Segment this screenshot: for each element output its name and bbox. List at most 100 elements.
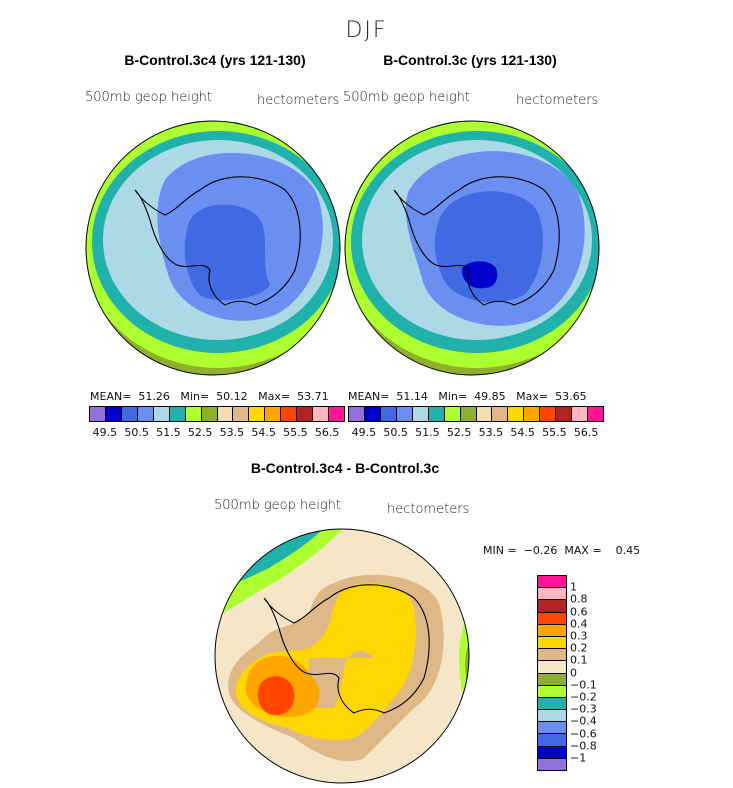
panel3-colorbar: [537, 575, 567, 771]
colorbar-tick-label: −0.8: [570, 739, 597, 753]
colorbar-swatch: [508, 407, 525, 421]
colorbar-swatch: [281, 407, 298, 421]
colorbar-swatch: [428, 407, 445, 421]
panel3-max-label: MAX =: [564, 544, 602, 557]
colorbar-tick-label: 55.5: [283, 426, 308, 439]
colorbar-tick-label: 0.3: [570, 629, 588, 643]
colorbar-swatch: [364, 407, 381, 421]
colorbar-swatch: [524, 407, 541, 421]
colorbar-tick-label: 0.8: [570, 592, 588, 606]
panel1-mean-label: MEAN=: [90, 390, 132, 403]
panel2-units: hectometers: [516, 93, 599, 108]
colorbar-swatch: [538, 661, 566, 674]
colorbar-tick-label: 53.5: [478, 426, 504, 439]
colorbar-swatch: [121, 407, 138, 421]
panel3-units: hectometers: [387, 502, 470, 517]
colorbar-swatch: [265, 407, 282, 421]
colorbar-swatch: [538, 624, 566, 637]
colorbar-tick-label: −0.2: [570, 690, 597, 704]
colorbar-swatch: [297, 407, 314, 421]
colorbar-tick-label: −0.3: [570, 702, 597, 716]
panel3-stats: MIN = −0.26 MAX = 0.45: [483, 544, 640, 557]
panel1-colorbar-ticks: 49.5 50.5 51.5 52.5 53.5 54.5 55.5 56.5: [89, 426, 345, 440]
panel1-max-label: Max=: [258, 390, 291, 403]
colorbar-tick-label: 55.5: [542, 426, 567, 439]
colorbar-tick-label: 0.4: [570, 617, 588, 631]
panel1-title: B-Control.3c4 (yrs 121-130): [124, 52, 306, 68]
colorbar-tick-label: 53.5: [219, 426, 245, 439]
colorbar-swatch: [538, 588, 566, 601]
colorbar-tick-label: 50.5: [383, 426, 408, 439]
colorbar-swatch: [538, 710, 566, 723]
panel1-min: 50.12: [216, 390, 248, 403]
colorbar-swatch: [538, 734, 566, 747]
colorbar-tick-label: 0.1: [570, 653, 588, 667]
colorbar-swatch: [185, 407, 202, 421]
panel3-max: 0.45: [615, 544, 641, 557]
colorbar-tick-label: 54.5: [251, 426, 276, 439]
colorbar-swatch: [588, 407, 603, 421]
colorbar-swatch: [538, 746, 566, 759]
colorbar-swatch: [538, 612, 566, 625]
colorbar-tick-label: −0.6: [570, 727, 597, 741]
colorbar-tick-label: 0.2: [570, 641, 588, 655]
panel2-mean-label: MEAN=: [348, 390, 390, 403]
colorbar-swatch: [169, 407, 186, 421]
panel2-max-label: Max=: [516, 390, 549, 403]
figure-title: DJF: [345, 18, 388, 43]
colorbar-tick-label: 56.5: [573, 426, 599, 439]
panel2-colorbar: [348, 406, 604, 422]
panel1-map: [85, 120, 341, 376]
colorbar-swatch: [460, 407, 477, 421]
colorbar-swatch: [538, 685, 566, 698]
colorbar-tick-label: 52.5: [446, 426, 472, 439]
colorbar-swatch: [556, 407, 573, 421]
colorbar-tick-label: 50.5: [124, 426, 149, 439]
colorbar-swatch: [492, 407, 509, 421]
colorbar-swatch: [137, 407, 154, 421]
colorbar-tick-label: 0: [570, 666, 577, 680]
colorbar-tick-label: 49.5: [351, 426, 377, 439]
colorbar-swatch: [153, 407, 170, 421]
panel2-min: 49.85: [474, 390, 506, 403]
colorbar-swatch: [540, 407, 557, 421]
panel3-min-label: MIN =: [483, 544, 517, 557]
colorbar-swatch: [313, 407, 330, 421]
colorbar-swatch: [538, 673, 566, 686]
panel2-max: 53.65: [555, 390, 587, 403]
colorbar-tick-label: 49.5: [92, 426, 118, 439]
colorbar-tick-label: 52.5: [187, 426, 213, 439]
colorbar-tick-label: −1: [570, 751, 587, 765]
colorbar-swatch: [90, 407, 106, 421]
colorbar-swatch: [233, 407, 250, 421]
panel2-variable: 500mb geop height: [343, 90, 470, 105]
colorbar-swatch: [217, 407, 234, 421]
colorbar-swatch: [538, 636, 566, 650]
panel2-stats: MEAN= 51.14 Min= 49.85 Max= 53.65: [348, 390, 587, 403]
colorbar-tick-label: 1: [570, 580, 577, 594]
panel1-colorbar: [89, 406, 345, 422]
colorbar-tick-label: 0.6: [570, 605, 588, 619]
panel3-map: [214, 528, 470, 784]
colorbar-swatch: [380, 407, 397, 421]
colorbar-swatch: [538, 697, 566, 711]
colorbar-swatch: [538, 600, 566, 613]
panel3-title: B-Control.3c4 - B-Control.3c: [250, 460, 440, 476]
panel2-title: B-Control.3c (yrs 121-130): [383, 52, 557, 68]
colorbar-swatch: [105, 407, 122, 421]
panel3-min: −0.26: [523, 544, 558, 557]
colorbar-swatch: [538, 576, 566, 589]
panel2-colorbar-ticks: 49.5 50.5 51.5 52.5 53.5 54.5 55.5 56.5: [348, 426, 604, 440]
panel2-map: [344, 120, 600, 376]
colorbar-swatch: [412, 407, 429, 421]
panel3-variable: 500mb geop height: [214, 498, 341, 513]
colorbar-swatch: [538, 649, 566, 662]
colorbar-tick-label: 51.5: [156, 426, 181, 439]
panel1-units: hectometers: [257, 93, 340, 108]
colorbar-swatch: [349, 407, 365, 421]
panel1-stats: MEAN= 51.26 Min= 50.12 Max= 53.71: [90, 390, 329, 403]
colorbar-swatch: [201, 407, 218, 421]
colorbar-swatch: [329, 407, 344, 421]
colorbar-swatch: [249, 407, 266, 421]
colorbar-tick-label: −0.4: [570, 714, 597, 728]
